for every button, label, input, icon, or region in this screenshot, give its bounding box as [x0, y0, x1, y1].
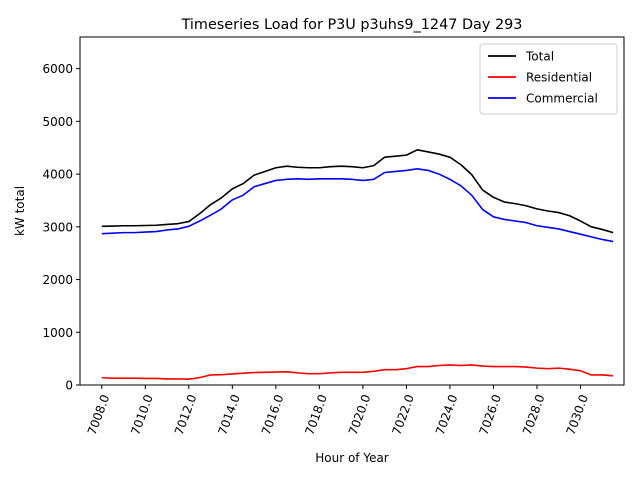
series-lines [101, 149, 614, 381]
y-tick-label: 0 [65, 379, 73, 393]
series-line-residential [101, 364, 614, 381]
y-tick-label: 6000 [42, 62, 73, 76]
legend: Total Residential Commercial [479, 43, 618, 115]
y-axis-label: kW total [13, 186, 27, 236]
y-tick-label: 4000 [42, 168, 73, 182]
plot-frame [79, 36, 625, 386]
legend-label-total: Total [525, 50, 554, 64]
legend-label-residential: Residential [526, 71, 592, 85]
x-axis-label: Hour of Year [315, 451, 389, 465]
y-tick-label: 5000 [42, 115, 73, 129]
y-tick-label: 3000 [42, 220, 73, 234]
series-line-total [101, 149, 614, 234]
chart-title: Timeseries Load for P3U p3uhs9_1247 Day … [181, 17, 523, 33]
y-tick-label: 1000 [42, 326, 73, 340]
y-axis: 0 1000 2000 3000 4000 5000 6000 [42, 62, 80, 393]
legend-label-commercial: Commercial [526, 92, 598, 106]
legend-box [479, 43, 618, 115]
y-tick-label: 2000 [42, 273, 73, 287]
series-line-commercial [101, 168, 614, 243]
